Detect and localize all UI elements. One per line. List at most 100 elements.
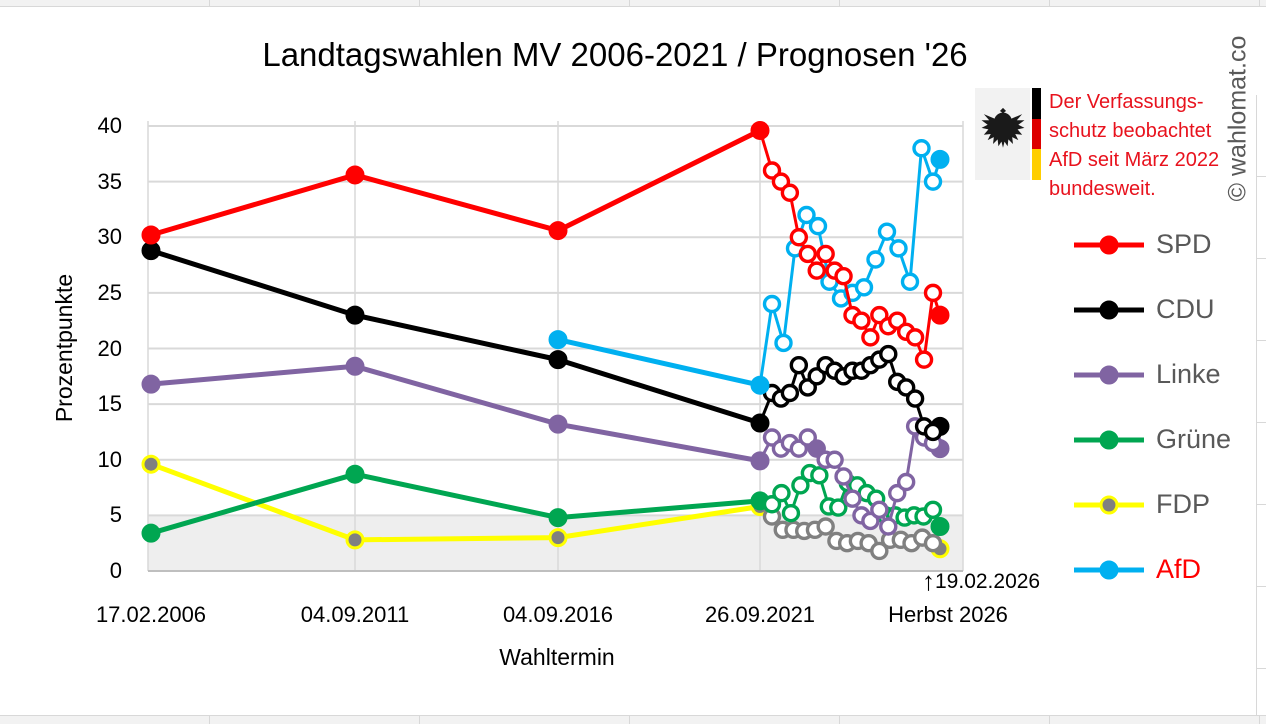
CDU-marker [345, 305, 365, 325]
legend-swatch-AfD [1074, 560, 1144, 579]
y-tick-0: 0 [109, 558, 122, 583]
legend-item-SPD[interactable]: SPD [1072, 212, 1231, 277]
note-line-3: AfD seit März 2022 [1049, 149, 1220, 171]
CDU-poll-marker [923, 422, 943, 442]
sheet-edge-bottom [0, 715, 1266, 724]
y-tick-35: 35 [97, 168, 122, 194]
legend-item-AfD[interactable]: AfD [1072, 537, 1231, 602]
SPD-poll-marker [923, 283, 943, 303]
AfD-poll-marker [866, 250, 885, 269]
Grüne-marker [548, 508, 568, 528]
CDU-poll-marker [879, 344, 898, 364]
FDP-poll-marker [870, 541, 889, 561]
SPD-poll-marker [780, 183, 800, 202]
y-tick-40: 40 [97, 113, 122, 138]
Linke-marker [141, 374, 161, 394]
x-tick-3: 04.09.2016 [502, 602, 614, 627]
SPD-marker [548, 221, 568, 241]
legend-label-Linke: Linke [1156, 359, 1221, 389]
x-tick-2: 04.09.2011 [300, 602, 410, 627]
bundesadler-icon [975, 88, 1030, 180]
CDU-marker [548, 350, 568, 370]
Grüne-marker [345, 464, 365, 484]
series-CDU [141, 241, 950, 442]
Linke-poll-marker [834, 467, 853, 486]
german-flag-bar-icon [1032, 88, 1041, 181]
SPD-marker [750, 120, 770, 140]
legend-item-CDU[interactable]: CDU [1072, 277, 1231, 342]
SPD-poll-marker [789, 228, 809, 247]
Grüne-marker [141, 523, 161, 543]
x-tick-1: 17.02.2006 [95, 602, 207, 627]
Linke-poll-marker [870, 500, 889, 520]
CDU-marker [141, 241, 161, 261]
series-FDP [141, 454, 950, 561]
Grüne-poll-marker [810, 466, 829, 485]
y-tick-20: 20 [97, 335, 122, 361]
sheet-edge-top [0, 0, 1266, 7]
legend-item-Linke[interactable]: Linke [1072, 342, 1231, 407]
legend-label-Grüne: Grüne [1156, 424, 1232, 454]
x-tick-4: 26.09.2021 [704, 602, 816, 627]
AfD-marker [930, 149, 950, 169]
SPD-poll-marker [861, 328, 880, 347]
note-line-2: schutz beobachtet [1049, 120, 1212, 142]
FDP-marker [548, 528, 568, 548]
legend-swatch-SPD [1074, 235, 1144, 254]
latest-poll-annotation: ↑19.02.2026 [922, 566, 1040, 597]
series-AfD [548, 139, 950, 395]
legend-swatch-FDP [1074, 495, 1144, 514]
series-SPD [141, 120, 950, 369]
Linke-poll-marker [879, 517, 898, 536]
FDP-poll-marker [923, 533, 943, 553]
AfD-poll-marker [797, 205, 816, 225]
SPD-marker [141, 225, 161, 245]
AfD-poll-marker [900, 272, 920, 291]
legend-swatch-Linke [1074, 365, 1144, 384]
verfassungsschutz-note: Der Verfassungs-schutz beobachtet AfD sei… [975, 88, 1219, 204]
Grüne-poll-marker [781, 503, 801, 523]
Linke-poll-marker [896, 472, 916, 492]
watermark: © wahlomat.co [1223, 35, 1252, 202]
latest-poll-date: 19.02.2026 [935, 570, 1041, 593]
AfD-marker [548, 330, 568, 350]
chart-title: Landtagswahlen MV 2006-2021 / Prognosen … [262, 36, 968, 73]
SPD-marker [345, 165, 365, 185]
SPD-poll-marker [816, 244, 835, 264]
FDP-marker [345, 530, 365, 550]
AfD-poll-marker [877, 222, 897, 241]
legend-swatch-Grüne [1074, 430, 1144, 449]
CDU-poll-marker [780, 383, 800, 403]
legend-label-AfD: AfD [1156, 554, 1202, 584]
FDP-marker [141, 454, 161, 474]
AfD-poll-marker [889, 239, 908, 258]
Linke-marker [750, 451, 770, 471]
Linke-poll-marker [825, 450, 844, 469]
SPD-poll-marker [852, 311, 871, 330]
up-arrow-icon: ↑ [922, 566, 935, 596]
x-tick-5: Herbst 2026 [888, 602, 1008, 627]
legend-item-FDP[interactable]: FDP [1072, 472, 1231, 537]
legend-label-CDU: CDU [1156, 294, 1215, 324]
y-tick-15: 15 [97, 391, 122, 417]
y-tick-10: 10 [97, 446, 122, 472]
legend-swatch-CDU [1074, 300, 1144, 319]
CDU-poll-marker [905, 389, 925, 408]
chart-legend: SPD CDU Linke Grüne FDP AfD [1072, 212, 1231, 602]
AfD-poll-marker [808, 216, 828, 236]
Grüne-poll-marker [923, 500, 943, 520]
Linke-marker [345, 356, 365, 376]
CDU-marker [750, 413, 770, 433]
AfD-poll-marker [854, 278, 874, 297]
FDP-poll-marker [816, 517, 835, 536]
SPD-poll-marker [834, 266, 853, 286]
y-tick-5: 5 [109, 502, 122, 528]
sheet-edge-right [1256, 95, 1266, 715]
legend-label-SPD: SPD [1156, 229, 1212, 259]
AfD-marker [750, 375, 770, 395]
legend-item-Grüne[interactable]: Grüne [1072, 407, 1231, 472]
Grüne-poll-marker [772, 483, 791, 503]
CDU-poll-marker [789, 355, 809, 375]
